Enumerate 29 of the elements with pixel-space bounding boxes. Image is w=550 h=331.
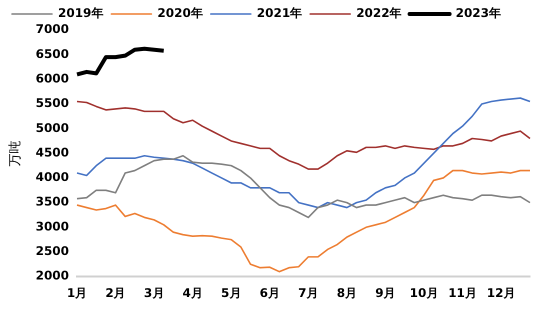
legend-label: 2020年	[157, 6, 203, 20]
legend-label: 2021年	[256, 6, 302, 20]
y-tick-label: 4000	[36, 170, 69, 184]
legend-label: 2023年	[456, 6, 501, 20]
x-tick-label: 11月	[448, 286, 477, 300]
x-tick-label: 3月	[144, 286, 164, 300]
y-tick-label: 6000	[36, 71, 69, 86]
x-tick-label: 6月	[260, 286, 280, 300]
legend-label: 2019年	[58, 6, 104, 20]
x-tick-label: 10月	[410, 286, 438, 300]
x-tick-label: 12月	[486, 286, 516, 300]
y-tick-label: 2500	[36, 244, 69, 258]
x-tick-label: 8月	[336, 286, 358, 300]
y-tick-label: 5500	[36, 96, 69, 110]
y-tick-label: 7000	[36, 22, 69, 36]
x-tick-label: 4月	[182, 286, 203, 300]
x-tick-label: 5月	[221, 286, 242, 300]
x-tick-label: 7月	[298, 286, 318, 300]
y-tick-label: 4500	[36, 145, 69, 160]
y-tick-label: 3500	[36, 194, 69, 209]
x-tick-label: 1月	[66, 286, 88, 300]
y-tick-label: 3000	[36, 219, 69, 234]
y-axis-title: 万吨	[8, 140, 24, 166]
y-tick-label: 5000	[36, 120, 69, 135]
y-tick-label: 2000	[36, 268, 69, 283]
x-tick-label: 9月	[375, 286, 396, 300]
legend-label: 2022年	[356, 6, 402, 20]
y-tick-label: 6500	[36, 46, 69, 61]
x-tick-label: 2月	[105, 286, 126, 300]
